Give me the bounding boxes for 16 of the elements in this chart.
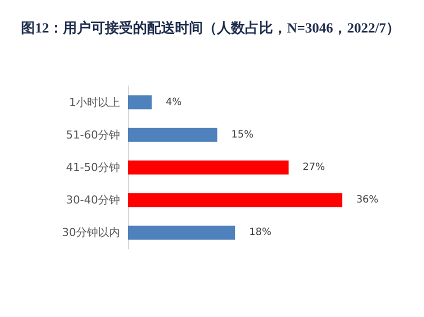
y-tick-label: 30分钟以内: [62, 226, 120, 240]
bar: [128, 95, 152, 110]
chart-title: 图12：用户可接受的配送时间（人数占比，N=3046，2022/7）: [21, 20, 400, 36]
y-tick-label: 41-50分钟: [66, 161, 120, 174]
bar: [128, 128, 218, 142]
data-label: 18%: [249, 227, 272, 238]
bar: [128, 193, 342, 208]
data-label: 15%: [231, 129, 254, 140]
data-label: 27%: [302, 162, 325, 173]
y-tick-label: 1小时以上: [69, 96, 120, 109]
data-label: 36%: [356, 194, 378, 206]
y-tick-label: 51-60分钟: [66, 128, 120, 142]
data-label: 4%: [166, 96, 182, 108]
bar: [128, 160, 289, 174]
bar: [128, 226, 236, 240]
y-tick-label: 30-40分钟: [66, 194, 120, 207]
